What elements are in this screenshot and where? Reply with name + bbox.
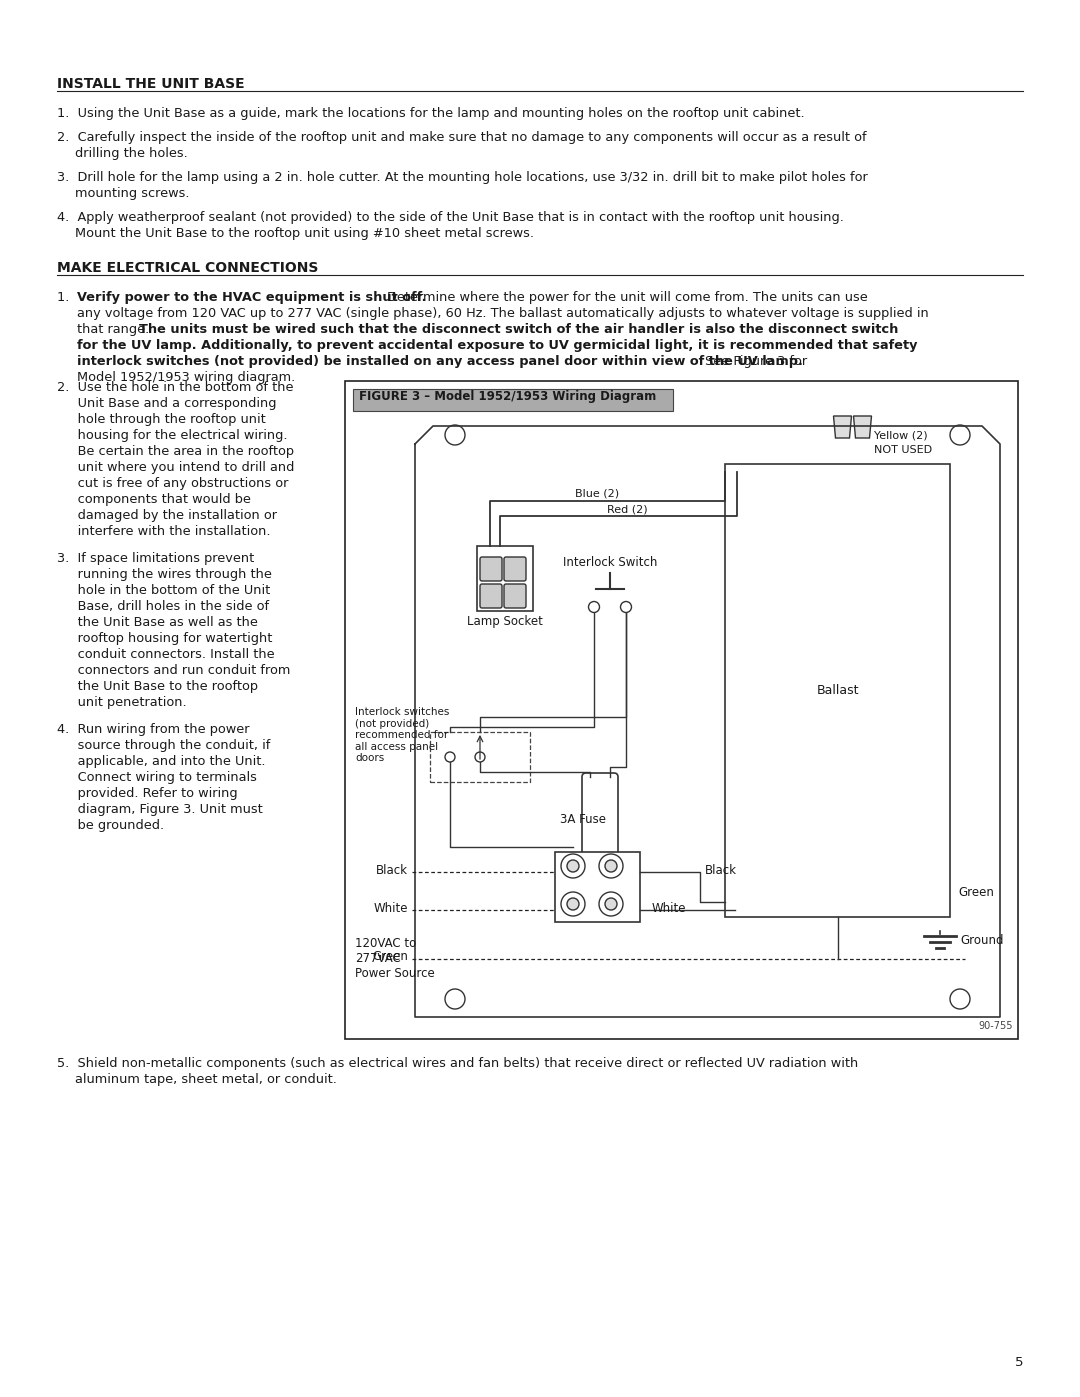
- Text: for the UV lamp. Additionally, to prevent accidental exposure to UV germicidal l: for the UV lamp. Additionally, to preven…: [77, 339, 918, 352]
- Circle shape: [475, 752, 485, 761]
- Text: 4.  Run wiring from the power: 4. Run wiring from the power: [57, 724, 249, 736]
- Text: Verify power to the HVAC equipment is shut off.: Verify power to the HVAC equipment is sh…: [77, 291, 427, 305]
- Circle shape: [567, 861, 579, 872]
- Text: Connect wiring to terminals: Connect wiring to terminals: [57, 771, 257, 784]
- Circle shape: [950, 989, 970, 1009]
- FancyBboxPatch shape: [480, 584, 502, 608]
- Text: drilling the holes.: drilling the holes.: [75, 147, 188, 161]
- Circle shape: [605, 861, 617, 872]
- Bar: [345, 381, 1018, 1039]
- Text: rooftop housing for watertight: rooftop housing for watertight: [57, 631, 272, 645]
- Text: any voltage from 120 VAC up to 277 VAC (single phase), 60 Hz. The ballast automa: any voltage from 120 VAC up to 277 VAC (…: [77, 307, 929, 320]
- FancyBboxPatch shape: [582, 773, 618, 866]
- Text: Interlock Switch: Interlock Switch: [563, 556, 658, 569]
- Text: components that would be: components that would be: [57, 493, 251, 506]
- Text: unit penetration.: unit penetration.: [57, 696, 187, 710]
- Text: interlock switches (not provided) be installed on any access panel door within v: interlock switches (not provided) be ins…: [77, 355, 804, 367]
- Text: Model 1952/1953 wiring diagram.: Model 1952/1953 wiring diagram.: [77, 372, 295, 384]
- Circle shape: [561, 854, 585, 877]
- Circle shape: [589, 602, 599, 612]
- Bar: [430, 732, 530, 782]
- Polygon shape: [853, 416, 872, 439]
- Text: Red (2): Red (2): [607, 504, 648, 514]
- Text: The units must be wired such that the disconnect switch of the air handler is al: The units must be wired such that the di…: [139, 323, 899, 337]
- Text: Yellow (2): Yellow (2): [875, 432, 928, 441]
- Text: 1.: 1.: [57, 291, 78, 305]
- Polygon shape: [834, 416, 851, 439]
- Text: applicable, and into the Unit.: applicable, and into the Unit.: [57, 754, 266, 768]
- Text: 3A Fuse: 3A Fuse: [561, 813, 606, 826]
- Text: 5: 5: [1014, 1356, 1023, 1369]
- Text: 2.  Carefully inspect the inside of the rooftop unit and make sure that no damag: 2. Carefully inspect the inside of the r…: [57, 131, 866, 144]
- Text: FIGURE 3 – Model 1952/1953 Wiring Diagram: FIGURE 3 – Model 1952/1953 Wiring Diagra…: [359, 390, 657, 402]
- Text: 90-755: 90-755: [978, 1021, 1013, 1031]
- Text: NOT USED: NOT USED: [875, 446, 933, 455]
- Circle shape: [445, 989, 465, 1009]
- Text: 5.  Shield non-metallic components (such as electrical wires and fan belts) that: 5. Shield non-metallic components (such …: [57, 1058, 859, 1070]
- Text: mounting screws.: mounting screws.: [75, 187, 189, 200]
- Circle shape: [599, 854, 623, 877]
- Text: aluminum tape, sheet metal, or conduit.: aluminum tape, sheet metal, or conduit.: [75, 1073, 337, 1085]
- Text: White: White: [374, 901, 408, 915]
- Circle shape: [567, 898, 579, 909]
- Text: interfere with the installation.: interfere with the installation.: [57, 525, 270, 538]
- Text: MAKE ELECTRICAL CONNECTIONS: MAKE ELECTRICAL CONNECTIONS: [57, 261, 319, 275]
- Text: White: White: [652, 901, 687, 915]
- Circle shape: [445, 752, 455, 761]
- Circle shape: [621, 602, 632, 612]
- Text: diagram, Figure 3. Unit must: diagram, Figure 3. Unit must: [57, 803, 262, 816]
- Text: See Figure 3 for: See Figure 3 for: [705, 355, 807, 367]
- Text: conduit connectors. Install the: conduit connectors. Install the: [57, 648, 274, 661]
- Circle shape: [605, 898, 617, 909]
- Text: Green: Green: [958, 886, 994, 898]
- Bar: [555, 852, 640, 922]
- Text: hole in the bottom of the Unit: hole in the bottom of the Unit: [57, 584, 270, 597]
- FancyBboxPatch shape: [504, 584, 526, 608]
- Text: Green: Green: [373, 950, 408, 964]
- Text: connectors and run conduit from: connectors and run conduit from: [57, 664, 291, 678]
- Text: Blue (2): Blue (2): [576, 489, 620, 499]
- Text: Be certain the area in the rooftop: Be certain the area in the rooftop: [57, 446, 294, 458]
- Text: Black: Black: [705, 863, 737, 876]
- Text: 3.  If space limitations prevent: 3. If space limitations prevent: [57, 552, 254, 564]
- Text: Unit Base and a corresponding: Unit Base and a corresponding: [57, 397, 276, 409]
- Text: damaged by the installation or: damaged by the installation or: [57, 509, 276, 522]
- Text: the Unit Base as well as the: the Unit Base as well as the: [57, 616, 258, 629]
- Bar: [477, 546, 534, 610]
- Text: Interlock switches
(not provided)
recommended for
all access panel
doors: Interlock switches (not provided) recomm…: [355, 707, 449, 763]
- Circle shape: [950, 425, 970, 446]
- Text: Lamp Socket: Lamp Socket: [467, 615, 543, 629]
- Circle shape: [561, 893, 585, 916]
- FancyBboxPatch shape: [504, 557, 526, 581]
- Text: 4.  Apply weatherproof sealant (not provided) to the side of the Unit Base that : 4. Apply weatherproof sealant (not provi…: [57, 211, 843, 224]
- Bar: [353, 388, 673, 411]
- Circle shape: [599, 893, 623, 916]
- Text: INSTALL THE UNIT BASE: INSTALL THE UNIT BASE: [57, 77, 245, 91]
- Text: Mount the Unit Base to the rooftop unit using #10 sheet metal screws.: Mount the Unit Base to the rooftop unit …: [75, 226, 534, 240]
- Text: 1.  Using the Unit Base as a guide, mark the locations for the lamp and mounting: 1. Using the Unit Base as a guide, mark …: [57, 108, 805, 120]
- Text: Base, drill holes in the side of: Base, drill holes in the side of: [57, 599, 269, 613]
- Text: cut is free of any obstructions or: cut is free of any obstructions or: [57, 476, 288, 490]
- Text: source through the conduit, if: source through the conduit, if: [57, 739, 270, 752]
- Text: provided. Refer to wiring: provided. Refer to wiring: [57, 787, 238, 800]
- Text: that range.: that range.: [77, 323, 153, 337]
- Bar: [725, 464, 950, 916]
- Text: Ballast: Ballast: [816, 685, 859, 697]
- Text: the Unit Base to the rooftop: the Unit Base to the rooftop: [57, 680, 258, 693]
- FancyBboxPatch shape: [480, 557, 502, 581]
- Text: 3.  Drill hole for the lamp using a 2 in. hole cutter. At the mounting hole loca: 3. Drill hole for the lamp using a 2 in.…: [57, 170, 867, 184]
- Text: running the wires through the: running the wires through the: [57, 569, 272, 581]
- Text: housing for the electrical wiring.: housing for the electrical wiring.: [57, 429, 287, 441]
- Text: unit where you intend to drill and: unit where you intend to drill and: [57, 461, 295, 474]
- Text: be grounded.: be grounded.: [57, 819, 164, 833]
- Text: Determine where the power for the unit will come from. The units can use: Determine where the power for the unit w…: [387, 291, 867, 305]
- Text: hole through the rooftop unit: hole through the rooftop unit: [57, 414, 266, 426]
- Text: 2.  Use the hole in the bottom of the: 2. Use the hole in the bottom of the: [57, 381, 294, 394]
- Text: 120VAC to
277VAC
Power Source: 120VAC to 277VAC Power Source: [355, 937, 435, 981]
- Text: Ground: Ground: [960, 933, 1003, 947]
- Circle shape: [445, 425, 465, 446]
- Text: Black: Black: [376, 863, 408, 876]
